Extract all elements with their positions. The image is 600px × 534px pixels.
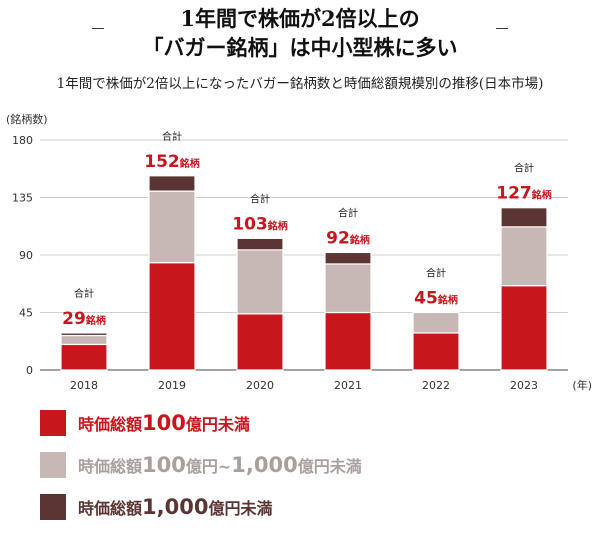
- bar-segment: [148, 175, 196, 192]
- legend-label-large-cap: 時価総額1,000億円未満: [78, 495, 273, 519]
- total-value: 45銘柄: [414, 289, 458, 309]
- bar-segment: [500, 226, 548, 287]
- total-value: 127銘柄: [496, 184, 552, 204]
- total-label: 合計: [426, 267, 446, 280]
- chart-title: 1年間で株価が2倍以上の 「バガー銘柄」は中小型株に多い: [0, 4, 600, 62]
- total-value: 29銘柄: [62, 309, 106, 329]
- bar-segment: [324, 311, 372, 371]
- bar-segment: [236, 313, 284, 371]
- title-rule-right: [496, 28, 508, 29]
- x-tick-label: 2022: [422, 379, 450, 392]
- bar-segment: [148, 190, 196, 264]
- bar-segment: [500, 285, 548, 371]
- bar-segment: [236, 249, 284, 315]
- title-rule-left: [92, 28, 104, 29]
- legend-label-small-cap: 時価総額100億円未満: [78, 411, 250, 435]
- title-line-2: 「バガー銘柄」は中小型株に多い: [142, 35, 458, 60]
- y-tick-label: 135: [12, 192, 33, 205]
- y-tick-label: 45: [19, 307, 33, 320]
- y-tick-label: 0: [26, 364, 33, 377]
- bar-segment: [324, 263, 372, 314]
- total-label: 合計: [162, 130, 182, 143]
- bar-segment: [60, 343, 108, 371]
- x-tick-label: 2023: [510, 379, 538, 392]
- legend-swatch-mid-cap: [40, 452, 66, 478]
- chart-subtitle: 1年間で株価が2倍以上になったバガー銘柄数と時価総額規模別の推移(日本市場): [56, 76, 544, 92]
- x-tick-label: 2019: [158, 379, 186, 392]
- bar-segment: [412, 332, 460, 371]
- x-tick-label: 2020: [246, 379, 274, 392]
- total-label: 合計: [74, 287, 94, 300]
- bar-segment: [412, 311, 460, 334]
- title-line-1: 1年間で株価が2倍以上の: [180, 6, 420, 31]
- bar-segment: [60, 334, 108, 346]
- legend-swatch-small-cap: [40, 410, 66, 436]
- x-tick-label: 2018: [70, 379, 98, 392]
- bar-segment: [236, 237, 284, 251]
- bar-segment: [60, 332, 108, 337]
- x-axis-unit: (年): [572, 378, 592, 392]
- bar-segment: [148, 262, 196, 371]
- y-tick-label: 90: [19, 249, 33, 262]
- total-value: 103銘柄: [232, 214, 288, 234]
- x-tick-label: 2021: [334, 379, 362, 392]
- total-label: 合計: [514, 162, 534, 175]
- legend-swatch-large-cap: [40, 494, 66, 520]
- bar-segment: [324, 251, 372, 265]
- total-value: 92銘柄: [326, 228, 370, 248]
- legend-label-mid-cap: 時価総額100億円~1,000億円未満: [78, 453, 362, 477]
- total-value: 152銘柄: [144, 152, 200, 172]
- bar-chart: (銘柄数) 0 45 90 135 180 2018 合計 29銘柄 2019 合計 152銘柄 202…: [6, 112, 592, 392]
- total-label: 合計: [338, 206, 358, 219]
- y-axis-title: (銘柄数): [6, 112, 48, 126]
- total-label: 合計: [250, 192, 270, 205]
- bar-segment: [500, 207, 548, 228]
- y-tick-label: 180: [12, 134, 33, 147]
